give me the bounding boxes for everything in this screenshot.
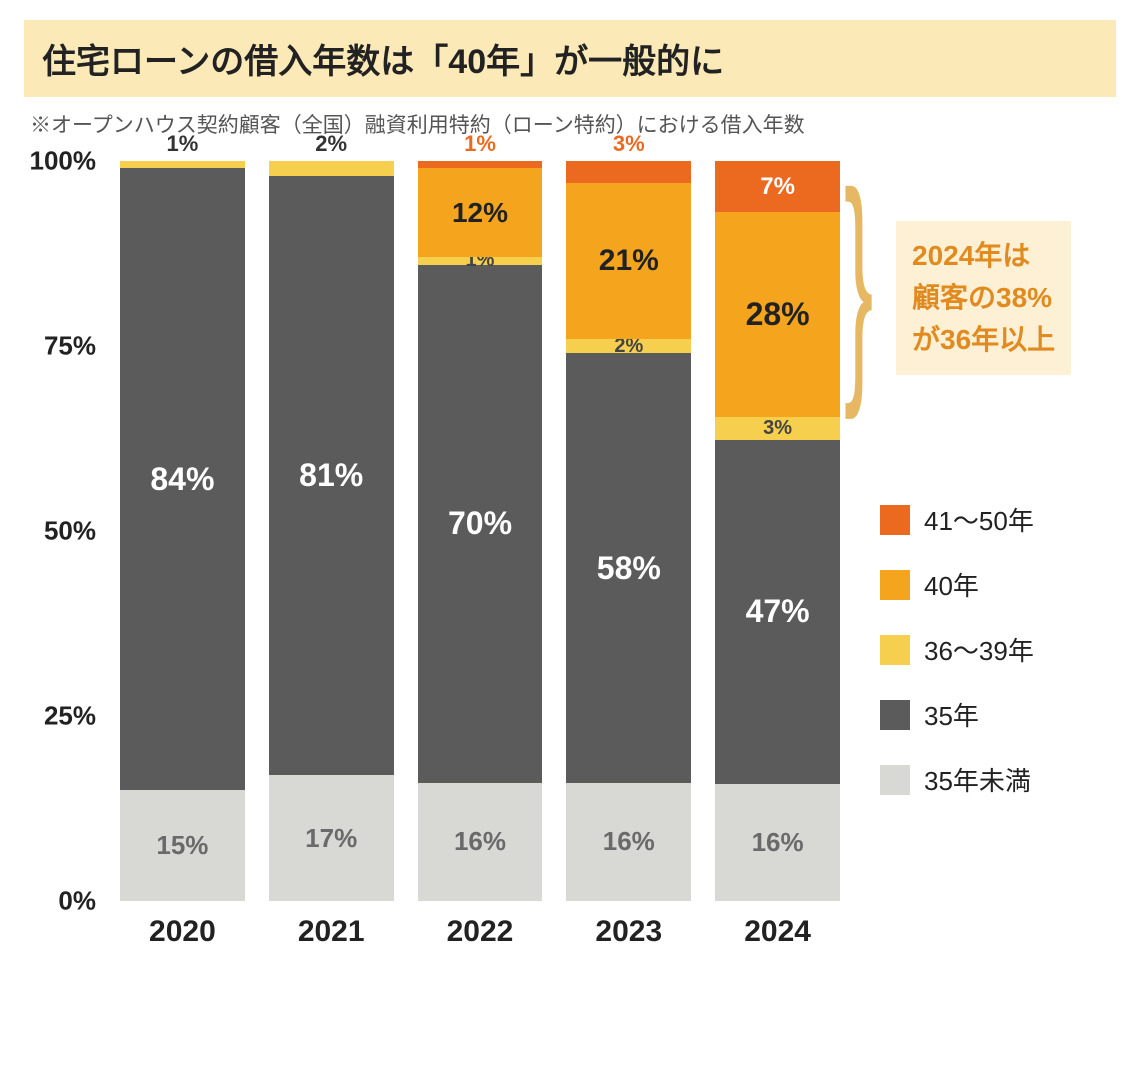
segment-label: 1% — [418, 131, 543, 157]
y-tick: 0% — [58, 886, 96, 917]
legend-item: 41〜50年 — [880, 501, 1034, 538]
segment-label: 3% — [763, 417, 792, 440]
bar-segment-y35: 70% — [418, 265, 543, 783]
legend-swatch — [880, 505, 910, 535]
x-label: 2020 — [120, 915, 245, 949]
x-axis: 2020 2021 2022 2023 2024 — [110, 901, 850, 949]
bar-segment-y35: 81% — [269, 176, 394, 775]
segment-label: 2% — [269, 131, 394, 157]
x-label: 2022 — [418, 915, 543, 949]
bar-segment-y35: 47% — [715, 440, 840, 784]
bar-segment-y36_39: 1% — [120, 161, 245, 168]
segment-label: 1% — [120, 131, 245, 157]
segment-label: 81% — [299, 457, 363, 494]
bar-segment-y40: 12% — [418, 168, 543, 257]
y-tick: 25% — [44, 701, 96, 732]
y-tick: 75% — [44, 331, 96, 362]
bar-segment-under35: 16% — [418, 783, 543, 901]
bar-segment-y35: 58% — [566, 353, 691, 782]
bar-segment-y36_39: 3% — [715, 417, 840, 439]
plot-area: 15% 84% 1% 17% 81% 2% 16% 70% 1% 12% 1% 16% 58% 2% 21%… — [110, 161, 850, 901]
legend-label: 35年 — [924, 696, 979, 733]
bar-segment-y41_50: 7% — [715, 161, 840, 212]
legend: 41〜50年 40年 36〜39年 35年 35年未満 — [880, 501, 1034, 826]
legend-item: 36〜39年 — [880, 631, 1034, 668]
segment-label: 16% — [454, 826, 506, 857]
x-label: 2021 — [269, 915, 394, 949]
y-tick: 100% — [30, 146, 97, 177]
bar-column: 16% 47% 3% 28% 7% — [715, 161, 840, 901]
legend-swatch — [880, 700, 910, 730]
bar-segment-under35: 16% — [566, 783, 691, 901]
segment-label: 28% — [746, 296, 810, 333]
legend-label: 35年未満 — [924, 761, 1031, 798]
legend-item: 40年 — [880, 566, 1034, 603]
segment-label: 3% — [566, 131, 691, 157]
legend-label: 36〜39年 — [924, 631, 1034, 668]
segment-label: 12% — [452, 197, 508, 229]
legend-swatch — [880, 765, 910, 795]
segment-label: 17% — [305, 823, 357, 854]
bar-segment-under35: 17% — [269, 775, 394, 901]
annotation-column: }2024年は顧客の38%が36年以上41〜50年40年36〜39年35年35年… — [850, 161, 1116, 901]
chart-area: 0%25%50%75%100% 15%84%1%17%81%2%16%70%1%… — [24, 161, 1116, 901]
x-label: 2023 — [566, 915, 691, 949]
callout-line: 顧客の38% — [912, 277, 1055, 319]
bar-segment-y35: 84% — [120, 168, 245, 790]
legend-item: 35年 — [880, 696, 1034, 733]
bar-segment-y36_39: 2% — [269, 161, 394, 176]
bar-column: 15% 84% 1% — [120, 161, 245, 901]
bar-segment-under35: 16% — [715, 784, 840, 901]
x-label: 2024 — [715, 915, 840, 949]
legend-label: 40年 — [924, 566, 979, 603]
legend-swatch — [880, 635, 910, 665]
y-tick: 50% — [44, 516, 96, 547]
segment-label: 70% — [448, 505, 512, 542]
bar-segment-y36_39: 1% — [418, 257, 543, 264]
segment-label: 7% — [760, 173, 795, 201]
legend-swatch — [880, 570, 910, 600]
segment-label: 21% — [599, 244, 659, 278]
y-axis: 0%25%50%75%100% — [24, 161, 110, 901]
bar-column: 16% 58% 2% 21% 3% — [566, 161, 691, 901]
callout-line: が36年以上 — [912, 319, 1055, 361]
segment-label: 47% — [746, 593, 810, 630]
segment-label: 16% — [603, 826, 655, 857]
bar-segment-y41_50: 3% — [566, 161, 691, 183]
segment-label: 15% — [156, 830, 208, 861]
callout-box: 2024年は顧客の38%が36年以上 — [896, 221, 1071, 375]
segment-label: 84% — [150, 461, 214, 498]
bar-column: 16% 70% 1% 12% 1% — [418, 161, 543, 901]
bar-segment-y41_50: 1% — [418, 161, 543, 168]
legend-label: 41〜50年 — [924, 501, 1034, 538]
segment-label: 16% — [752, 827, 804, 858]
bar-segment-y36_39: 2% — [566, 339, 691, 354]
legend-item: 35年未満 — [880, 761, 1034, 798]
bar-segment-under35: 15% — [120, 790, 245, 901]
brace-icon: } — [844, 181, 873, 381]
bar-segment-y40: 28% — [715, 212, 840, 417]
callout-line: 2024年は — [912, 235, 1055, 277]
chart-title: 住宅ローンの借入年数は「40年」が一般的に — [24, 20, 1116, 97]
segment-label: 58% — [597, 550, 661, 587]
bar-column: 17% 81% 2% — [269, 161, 394, 901]
bar-segment-y40: 21% — [566, 183, 691, 338]
